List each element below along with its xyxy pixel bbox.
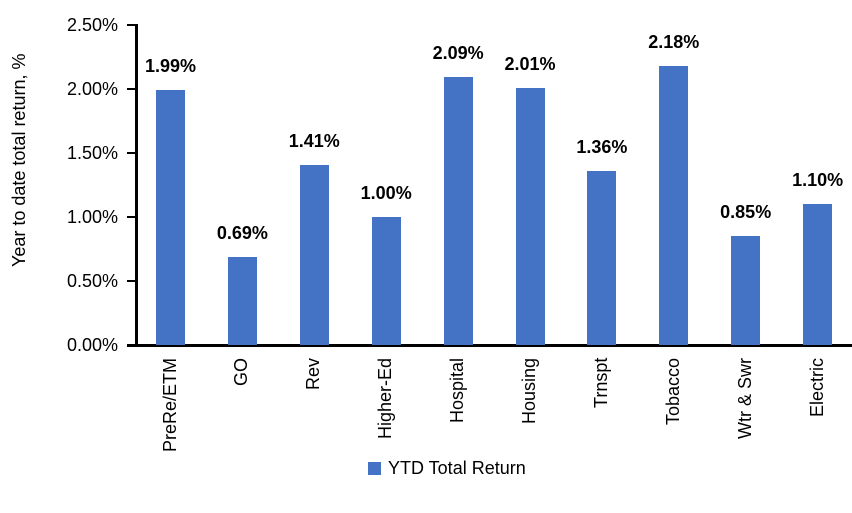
- bar: [731, 236, 761, 345]
- x-axis-category-label: GO: [231, 357, 252, 386]
- x-axis-category-label: PreRe/ETM: [159, 357, 180, 452]
- y-axis-tick: [127, 344, 135, 346]
- x-axis-category-label: Electric: [806, 357, 827, 417]
- x-axis-line: [127, 344, 852, 347]
- bar-value-label: 2.09%: [432, 43, 484, 64]
- bar-value-label: 1.00%: [360, 183, 412, 203]
- y-axis-tick-label: 0.50%: [66, 271, 118, 291]
- bar-value-label: 1.99%: [144, 56, 197, 77]
- x-axis-category-label: Rev: [303, 357, 324, 390]
- bar-value-label: 0.85%: [720, 202, 772, 223]
- y-axis-tick: [127, 88, 135, 90]
- bar: [515, 87, 545, 345]
- y-axis-tick: [127, 24, 135, 26]
- bar-value-label: 1.10%: [792, 170, 844, 191]
- y-axis-tick-label: 1.50%: [66, 143, 118, 163]
- x-axis-category-label: Tobacco: [662, 357, 683, 425]
- bar: [299, 164, 329, 345]
- x-axis-category-label: Wtr & Swr: [734, 358, 755, 439]
- y-axis-tick: [127, 216, 135, 218]
- bar-value-label: 1.36%: [576, 136, 628, 157]
- y-axis-title: Year to date total return, %: [9, 53, 29, 267]
- y-axis-tick-label: 1.00%: [66, 207, 118, 227]
- bar: [443, 77, 473, 345]
- bar: [227, 256, 257, 345]
- bar: [156, 90, 185, 345]
- legend-marker-icon: [368, 461, 381, 475]
- legend: YTD Total Return: [368, 457, 526, 479]
- x-axis-category-label: Housing: [519, 357, 539, 424]
- y-axis-tick-label: 2.50%: [66, 15, 118, 35]
- bar: [371, 217, 401, 345]
- bar-value-label: 0.69%: [216, 222, 268, 243]
- bar-value-label: 2.01%: [504, 53, 556, 74]
- bar: [659, 65, 689, 345]
- y-axis-tick-label: 0.00%: [66, 335, 118, 355]
- x-axis-category-label: Higher-Ed: [375, 357, 396, 439]
- bar-value-label: 1.41%: [288, 130, 340, 151]
- y-axis-line: [135, 24, 138, 347]
- y-axis-tick: [127, 152, 135, 154]
- bar-value-label: 2.18%: [648, 31, 700, 52]
- bar: [587, 170, 617, 345]
- legend-label: YTD Total Return: [388, 458, 526, 478]
- x-axis-category-label: Trnspt: [590, 357, 611, 408]
- y-axis-tick-label: 2.00%: [66, 79, 118, 99]
- bar: [803, 204, 833, 345]
- x-axis-category-label: Hospital: [447, 357, 468, 423]
- y-axis-tick: [127, 280, 135, 282]
